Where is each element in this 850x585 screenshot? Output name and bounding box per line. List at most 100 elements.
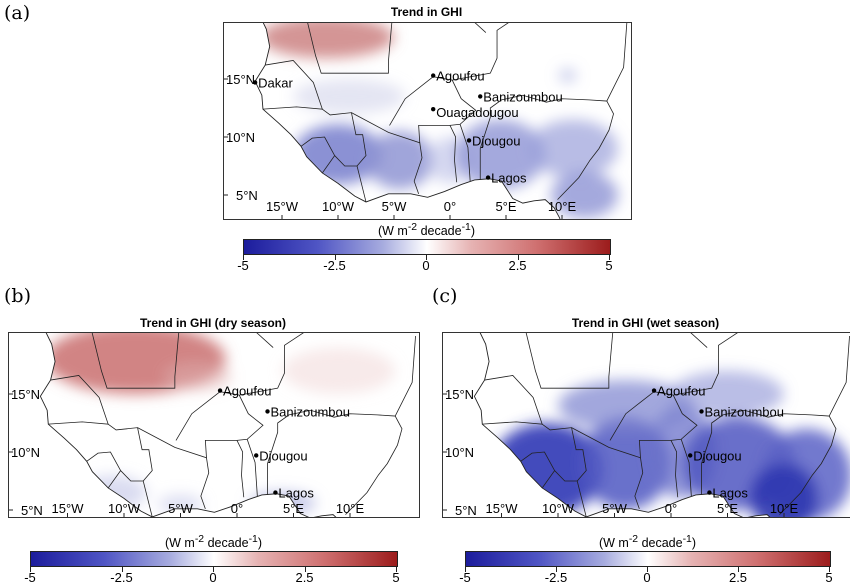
country-border [452,23,509,81]
colorbar-tick-mark [426,255,427,260]
lon-label: 0° [665,501,677,516]
country-border [474,23,487,33]
country-border [48,375,109,425]
city-label: Djougou [259,448,307,463]
colorbar-tick-mark [396,567,397,572]
colorbar-tick-mark [243,255,244,260]
trend-region [293,79,406,114]
map-canvas: 15°N 10°N 5°N 15°W 10°W 5°W 0° 5°E 10°E AgoufouBa… [9,333,416,517]
city-marker [485,175,491,180]
city-label: Ouagadougou [436,105,518,120]
lon-label: 5°E [283,501,304,516]
colorbar-units-c: (W m-2 decade-1) [598,534,697,551]
colorbar-tick-label: -2.5 [323,258,346,273]
trend-region [528,119,618,178]
country-border [86,451,122,489]
country-border [322,108,367,203]
city-marker [699,409,704,414]
lon-label: 5°W [168,501,193,516]
city-marker [707,490,712,495]
colorbar-tick-mark [30,567,31,572]
trend-region [558,68,577,83]
trend-region [366,131,434,190]
city-label: Djougou [472,133,520,148]
trend-region [671,370,784,418]
trend-shading [259,23,618,219]
city-label: Dakar [258,75,293,90]
lat-label: 15°N [11,387,40,402]
colorbar-b [30,551,398,567]
city-label: Djougou [693,448,741,463]
city-marker [431,73,436,78]
trend-region [550,171,618,219]
lon-label: 0° [444,199,456,214]
map-title-c: Trend in GHI (wet season) [571,316,720,330]
country-border [673,333,738,396]
country-border [606,23,628,102]
country-border [541,423,587,517]
colorbar-tick-label: 5 [392,570,400,585]
colorbar-a [243,239,611,255]
country-border [482,375,543,425]
colorbar-tick-mark [304,567,306,572]
city-label: Lagos [712,486,748,501]
city-marker [651,388,657,393]
country-border [307,23,393,74]
city-label: Lagos [491,171,527,186]
colorbar-tick-mark [121,567,123,572]
country-border [828,335,850,417]
colorbar-tick-mark [465,567,466,572]
colorbar-tick-label: 5 [605,258,613,273]
lon-label: 10°E [548,199,577,214]
lat-label: 10°N [226,130,255,145]
colorbar-tick-mark [738,567,739,572]
country-border [137,391,264,459]
country-border [300,136,336,174]
country-border [459,124,471,182]
lon-label: 5°E [717,501,738,516]
map-title-b: Trend in GHI (dry season) [139,316,287,330]
trend-region [259,23,394,59]
lon-label: 10°W [542,501,575,516]
lat-label: 10°N [445,445,474,460]
lon-label: 10°W [322,199,355,214]
city-marker [273,490,278,495]
city-label: Banizoumbou [483,89,563,104]
lat-label: 15°N [226,72,255,87]
city-label: Banizoumbou [271,404,351,419]
colorbar-tick-mark [647,567,648,572]
country-border [91,333,180,389]
trend-region [455,119,546,190]
trend-shading [44,333,396,515]
colorbar-tick-label: -5 [237,258,249,273]
country-border [236,440,245,498]
coastline [254,23,561,219]
city-label: Banizoumbou [705,404,785,419]
country-border [571,391,698,459]
country-border [107,423,153,517]
lon-label: 15°W [52,501,85,516]
colorbar-tick-label: 2.5 [728,570,748,585]
city-label: Agoufou [436,69,484,84]
map-panel-dry-season: 15°N 10°N 5°N 15°W 10°W 5°W 0° 5°E 10°E Agoufou Ba… [8,332,420,518]
colorbar-tick-label: 0 [643,570,651,585]
city-label: Agoufou [657,384,705,399]
country-border [334,155,358,167]
country-border [525,333,614,389]
country-border [520,451,556,489]
city-marker [466,138,472,143]
country-border [449,125,458,183]
city-marker [217,388,223,393]
colorbar-tick-mark [829,567,830,572]
lon-label: 5°W [602,501,627,516]
lat-label: 10°N [11,445,40,460]
colorbar-tick-label: 2.5 [295,570,314,585]
colorbar-tick-label: 0 [209,570,217,585]
colorbar-tick-mark [556,567,557,572]
colorbar-tick-label: 2.5 [508,258,527,273]
lon-label: 10°W [108,501,141,516]
country-border [246,439,258,497]
colorbar-tick-mark [517,255,519,260]
city-marker [254,453,259,458]
country-border [239,333,304,396]
